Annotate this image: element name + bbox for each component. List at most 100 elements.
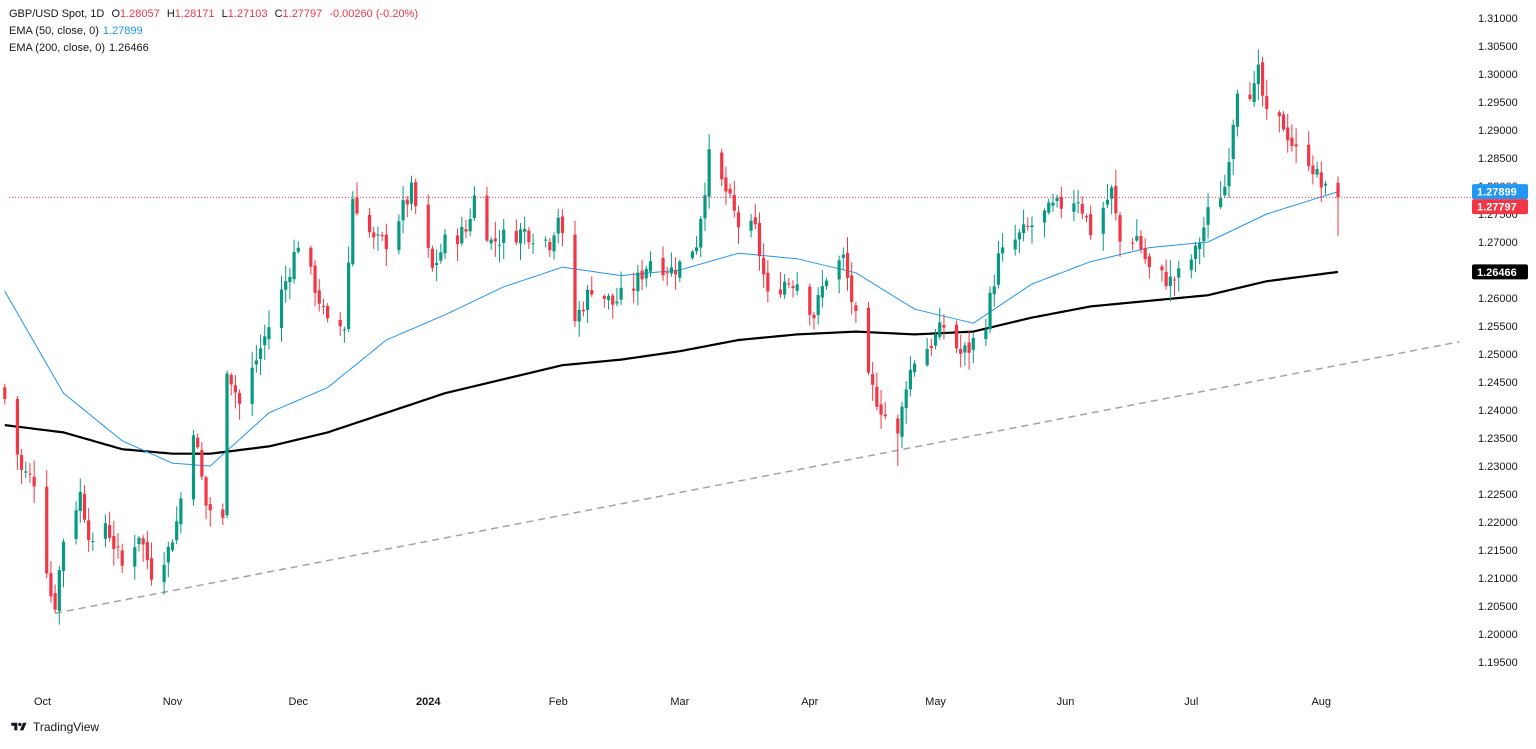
candle [1311, 155, 1315, 185]
candle [879, 390, 883, 429]
candle [254, 344, 258, 373]
candle-body [703, 195, 707, 219]
y-tick-label: 1.27000 [1478, 237, 1518, 249]
candle [1323, 180, 1328, 195]
brand-name: TradingView [33, 720, 100, 734]
candle-body [954, 324, 959, 349]
y-tick-label: 1.24500 [1478, 377, 1518, 389]
candle [28, 463, 32, 484]
candle [1013, 224, 1017, 256]
candle [1160, 264, 1164, 282]
candle [313, 260, 317, 307]
price-badge-label: 1.26466 [1477, 267, 1517, 279]
candle-body [1260, 62, 1265, 96]
candle-body [824, 280, 829, 287]
candle-body [808, 286, 812, 315]
y-tick-label: 1.22000 [1478, 517, 1518, 529]
candle-body [1219, 198, 1223, 208]
symbol-name[interactable]: GBP/USD Spot, 1D [9, 8, 105, 20]
candle-body [326, 306, 330, 319]
candle-body [795, 284, 799, 291]
candle-body [200, 450, 204, 477]
candle-body [812, 314, 816, 319]
candle-body [1265, 96, 1269, 110]
candle-body [640, 270, 644, 280]
candle-body [435, 263, 439, 266]
candle [1130, 237, 1135, 251]
candle [397, 214, 401, 255]
candle [544, 236, 548, 248]
candle [783, 274, 787, 299]
candle [367, 207, 372, 238]
candle-body [1168, 276, 1172, 287]
candle-body [602, 296, 606, 299]
candle-body [279, 289, 284, 328]
y-tick-label: 1.29000 [1478, 125, 1518, 137]
candle-body [443, 234, 447, 254]
candle [1177, 260, 1181, 292]
y-tick-label: 1.23000 [1478, 461, 1518, 473]
candle-body [611, 295, 615, 305]
candle [883, 402, 887, 420]
candle-body [766, 272, 770, 292]
candle [531, 233, 535, 254]
candle-body [91, 541, 95, 543]
price-badge: 1.27797 [1472, 199, 1528, 215]
candle-body [1177, 268, 1181, 278]
candle-body [1089, 214, 1093, 236]
legend-ema50-row[interactable]: EMA (50, close, 0) 1.27899 [9, 23, 422, 40]
y-tick-label: 1.26000 [1478, 293, 1518, 305]
candle-body [996, 253, 1001, 285]
candle [464, 219, 468, 239]
candle-body [518, 229, 523, 244]
candle [338, 311, 342, 336]
candle [1202, 216, 1206, 258]
candle [468, 208, 472, 237]
candle [401, 186, 405, 234]
candle [1219, 181, 1223, 209]
tradingview-logo-icon [11, 722, 27, 731]
candle-body [196, 437, 200, 448]
candle [435, 249, 439, 282]
candle-body [372, 232, 376, 238]
legend-ema200-row[interactable]: EMA (200, close, 0) 1.26466 [9, 40, 422, 57]
candle [141, 535, 145, 562]
candle-body [346, 262, 351, 329]
candle-body [1193, 245, 1198, 259]
candle [590, 276, 594, 298]
candle-body [573, 234, 577, 322]
candle-body [690, 251, 694, 259]
candle-body [313, 265, 317, 293]
candle-body [28, 473, 32, 475]
candle-body [1114, 185, 1118, 214]
candle [720, 148, 724, 186]
y-tick-label: 1.30000 [1478, 69, 1518, 81]
candle [762, 243, 766, 288]
candle-body [1013, 239, 1017, 250]
candle-body [1164, 271, 1168, 287]
candle-body [439, 252, 443, 261]
candle [615, 287, 619, 307]
candle-body [1252, 83, 1256, 103]
tradingview-brand[interactable]: TradingView [9, 720, 99, 734]
candle-body [1110, 187, 1114, 199]
candle [430, 245, 435, 272]
candle-body [749, 220, 753, 231]
candle-body [1042, 210, 1047, 223]
candle [1055, 194, 1059, 208]
candle-body [736, 212, 741, 228]
candle-body [1139, 235, 1143, 250]
x-tick-label: Oct [34, 696, 51, 708]
candle-body [1118, 215, 1122, 242]
candle [753, 203, 757, 230]
candle [808, 283, 812, 326]
open-label: O [111, 8, 120, 20]
candle [351, 191, 355, 267]
candle-body [162, 564, 166, 583]
candle [1110, 184, 1114, 215]
y-tick-label: 1.19500 [1478, 657, 1518, 669]
candle-body [263, 336, 267, 346]
candle-body [879, 404, 883, 415]
ema200-label: EMA (200, close, 0) [9, 42, 105, 54]
